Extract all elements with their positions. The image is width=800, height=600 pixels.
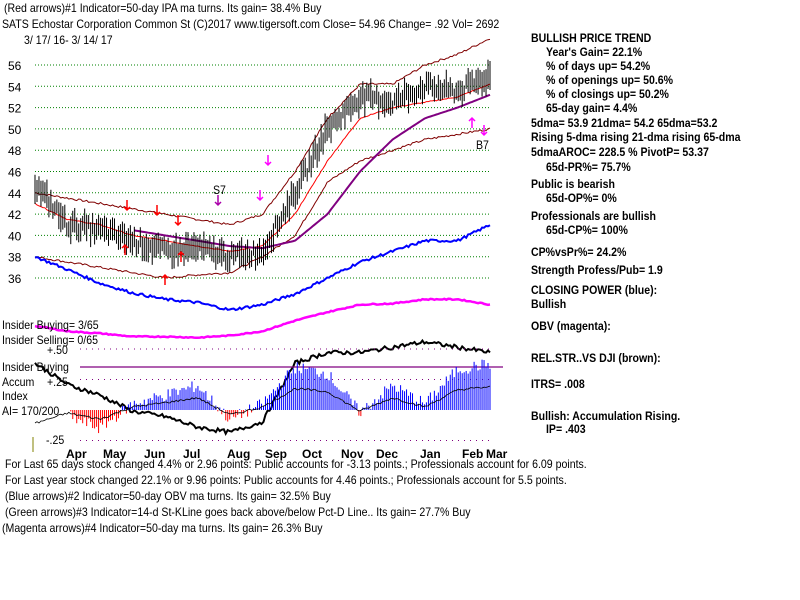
stat-line: 65d-PR%= 75.7% [546, 160, 631, 174]
upper-band [34, 38, 491, 226]
y-tick-label: 50 [8, 123, 22, 137]
month-label: Jun [144, 447, 165, 461]
month-label: Apr [66, 447, 87, 461]
stat-line: ITRS= .008 [531, 377, 585, 391]
y-tick-label: 52 [8, 102, 22, 116]
stat-line: 65d-OP%= 0% [546, 191, 617, 205]
month-label: Jan [420, 447, 441, 461]
ma21-line [34, 83, 491, 252]
date-range: 3/ 17/ 16- 3/ 14/ 17 [24, 33, 113, 47]
stat-line: Professionals are bullish [531, 209, 657, 223]
stat-line: % of days up= 54.2% [546, 59, 651, 73]
y-tick-label: 36 [8, 272, 22, 286]
stat-line: % of openings up= 50.6% [546, 73, 674, 87]
ma65-line [134, 93, 491, 250]
stat-line: Rising 5-dma rising 21-dma rising 65-dma [531, 130, 741, 144]
y-tick-label: 38 [8, 251, 22, 265]
y-tick-label: 56 [8, 59, 22, 73]
stat-line: CP%vsPr%= 24.2% [531, 245, 627, 259]
month-label: May [103, 447, 127, 461]
footer-line: (Green arrows)#3 Indicator=14-d St-KLine… [5, 505, 471, 519]
lower-band [34, 127, 491, 279]
closing-power-line [34, 224, 491, 312]
month-label: Sep [265, 447, 287, 461]
y-tick-label: 48 [8, 144, 22, 158]
stat-line: CLOSING POWER (blue): [531, 283, 658, 297]
signal-arrow-icon [264, 155, 272, 167]
stat-line: Bullish [531, 297, 567, 311]
signal-arrow-icon [256, 190, 264, 202]
obv-line [34, 297, 491, 340]
stat-line: Strength Profess/Pub= 1.9 [531, 263, 663, 277]
signal-arrow-icon [153, 205, 161, 217]
month-label: Mar [486, 447, 508, 461]
level-plus25: +.25 [47, 375, 68, 389]
month-label: Feb [462, 447, 483, 461]
footer-line: (Magenta arrows)#4 Indicator=50-day ma t… [2, 521, 323, 535]
stat-line: Bullish: Accumulation Rising. [531, 409, 681, 423]
ai-ma-line [34, 385, 491, 424]
signal-arrow-icon [161, 273, 169, 285]
stat-line: OBV (magenta): [531, 319, 611, 333]
signal-arrow-icon [123, 200, 131, 212]
footer-line: For Last 65 days stock changed 4.4% or 2… [5, 457, 587, 471]
level-minus25: -.25 [46, 433, 65, 447]
level-plus50: +.50 [47, 343, 68, 357]
ai-value: AI= 170/200 [2, 404, 60, 418]
month-label: Dec [376, 447, 398, 461]
y-tick-label: 42 [8, 208, 22, 222]
footer-line: (Blue arrows)#2 Indicator=50-day OBV ma … [5, 489, 331, 503]
y-tick-label: 54 [8, 80, 22, 94]
insider-buying-label: Insider Buying [2, 360, 69, 374]
y-tick-label: 46 [8, 166, 22, 180]
stat-line: REL.STR..VS DJI (brown): [531, 351, 661, 365]
y-tick-label: 44 [8, 187, 22, 201]
month-label: Aug [227, 447, 250, 461]
signal-arrow-icon [121, 243, 129, 255]
stat-line: Year's Gain= 22.1% [546, 45, 643, 59]
insider-selling: Insider Selling= 0/65 [2, 333, 98, 347]
stat-line: 5dma= 53.9 21dma= 54.2 65dma=53.2 [531, 116, 718, 130]
month-label: Jul [183, 447, 200, 461]
signal-arrow-icon [177, 250, 185, 262]
stock-header: SATS Echostar Corporation Common St (C)2… [2, 17, 500, 31]
signal-arrow-icon [468, 116, 476, 128]
indicator-1-title: (Red arrows)#1 Indicator=50-day IPA ma t… [4, 1, 322, 15]
y-tick-label: 40 [8, 229, 22, 243]
accum-label: Accum [2, 375, 35, 389]
footer-line: For Last year stock changed 22.1% or 9.9… [5, 473, 567, 487]
signal-arrow-icon [214, 195, 222, 207]
stat-line: Public is bearish [531, 177, 615, 191]
rel-strength-line [34, 338, 491, 436]
stat-line: 65-day gain= 4.4% [546, 101, 638, 115]
month-label: Oct [302, 447, 322, 461]
stat-line: % of closings up= 50.2% [546, 87, 669, 101]
stat-line: IP= .403 [546, 422, 586, 436]
insider-buying: Insider Buying= 3/65 [2, 318, 99, 332]
stat-line: 5dmaAROC= 228.5 % PivotP= 53.37 [531, 145, 709, 159]
signal-arrow-icon [480, 125, 488, 137]
stat-line: 65d-CP%= 100% [546, 223, 628, 237]
stat-line: BULLISH PRICE TREND [531, 31, 652, 45]
signal-b7: B7 [476, 138, 489, 152]
signal-s7: S7 [213, 183, 226, 197]
index-label: Index [2, 389, 28, 403]
signal-arrow-icon [174, 215, 182, 227]
month-label: Nov [341, 447, 364, 461]
